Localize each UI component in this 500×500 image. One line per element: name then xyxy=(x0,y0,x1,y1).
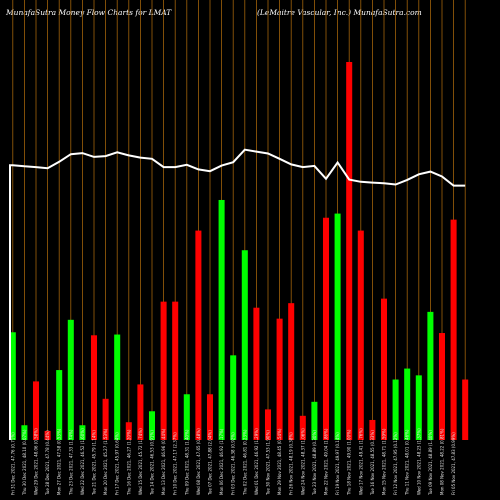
money-flow-bar xyxy=(67,319,74,440)
money-flow-bar xyxy=(114,334,121,440)
money-flow-bar xyxy=(183,394,190,440)
money-flow-bar xyxy=(276,318,283,440)
money-flow-bar xyxy=(32,381,40,440)
money-flow-bar xyxy=(230,355,237,440)
money-flow-bar xyxy=(438,333,446,440)
money-flow-bar xyxy=(160,301,167,440)
x-tick-label: Wed 10 Nov 2021, 48.23 (1.37%) xyxy=(416,428,421,495)
money-flow-bar xyxy=(462,379,469,440)
x-tick-label: Mon 06 Dec 2021, 46.92 (1.17%) xyxy=(219,428,224,495)
x-tick-label: Wed 17 Nov 2021, 49.41 (1.76%) xyxy=(358,428,363,495)
x-tick-label: Fri 17 Dec 2021, 45.97 (0.64%) xyxy=(115,432,120,495)
x-tick-label: Tue 07 Dec 2021, 47.88 (2.04%) xyxy=(208,430,213,496)
money-flow-bar xyxy=(241,250,248,440)
money-flow-bar xyxy=(90,335,98,440)
x-tick-label: Thu 09 Dec 2021, 48.31 (1.40%) xyxy=(184,429,189,496)
x-tick-label: Mon 27 Dec 2021, 47.58 (0.53%) xyxy=(57,428,62,495)
bar-series xyxy=(9,62,469,440)
x-tick-label: Fri 19 Nov 2021, 49.97 (0.14%) xyxy=(335,432,340,495)
x-tick-label: Thu 02 Dec 2021, 46.81 (0.23%) xyxy=(242,429,247,496)
x-tick-label: Thu 16 Dec 2021, 46.27 (1.20%) xyxy=(126,429,131,496)
money-flow-bar xyxy=(195,230,202,440)
money-flow-bar xyxy=(357,230,364,440)
chart-title-right: (LeMaitre Vascular, Inc.) MunafaSutra.co… xyxy=(257,8,422,17)
money-flow-bar xyxy=(334,213,341,440)
grid-lines xyxy=(12,0,466,440)
x-tick-label: Fri 05 Nov 2021, 47.83 (0.99%) xyxy=(451,432,456,495)
money-flow-bar xyxy=(79,425,86,440)
money-flow-bar xyxy=(264,409,272,440)
x-tick-label: Wed 08 Dec 2021, 47.65 (0.48%) xyxy=(196,428,201,495)
x-tick-label: Tue 23 Nov 2021, 48.89 (0.30%) xyxy=(312,430,317,496)
x-tick-label: Wed 24 Nov 2021, 48.37 (1.06%) xyxy=(300,428,305,495)
x-tick-label: Fri 12 Nov 2021, 47.95 (0.12%) xyxy=(393,432,398,495)
x-tick-label: Tue 09 Nov 2021, 48.89 (1.40%) xyxy=(428,430,433,496)
price-line xyxy=(9,148,466,440)
x-axis-labels: Fri 31 Dec 2021, 47.76 (0.71%) Thu 30 Dec… xyxy=(10,428,456,496)
x-tick-label: Tue 21 Dec 2021, 45.79 (1.14%) xyxy=(92,430,97,496)
money-flow-bar xyxy=(380,298,388,440)
money-flow-bar xyxy=(125,422,132,440)
x-tick-label: Tue 28 Dec 2021, 47.78 (0.44%) xyxy=(45,430,50,496)
money-flow-bar xyxy=(369,419,376,440)
x-tick-label: Mon 15 Nov 2021, 48.71 (1.59%) xyxy=(382,428,387,495)
x-tick-label: Thu 30 Dec 2021, 48.10 (0.07%) xyxy=(22,429,27,496)
x-tick-label: Mon 20 Dec 2021, 45.27 (1.53%) xyxy=(103,428,108,495)
x-tick-label: Wed 01 Dec 2021, 46.92 (1.29%) xyxy=(254,428,259,495)
money-flow-bar xyxy=(450,219,457,440)
money-flow-bar xyxy=(9,332,16,440)
x-tick-label: Tue 16 Nov 2021, 48.55 (0.33%) xyxy=(370,430,375,496)
money-flow-bar xyxy=(404,368,411,440)
money-flow-bar xyxy=(102,398,109,440)
money-flow-bar xyxy=(253,307,260,440)
x-tick-label: Mon 29 Nov 2021, 48.45 (0.54%) xyxy=(277,428,282,495)
money-flow-bar xyxy=(148,411,156,440)
x-tick-label: Fri 31 Dec 2021, 47.76 (0.71%) xyxy=(10,432,15,495)
money-flow-bar xyxy=(137,384,144,440)
money-flow-bar xyxy=(299,415,306,440)
money-flow-bar xyxy=(56,370,63,440)
x-tick-label: Wed 29 Dec 2021, 48.06 (0.58%) xyxy=(34,428,39,495)
money-flow-bar xyxy=(44,430,51,440)
x-tick-label: Wed 22 Dec 2021, 46.52 (1.60%) xyxy=(80,428,85,495)
x-tick-label: Fri 10 Dec 2021, 47.17 (2.37%) xyxy=(173,432,178,495)
money-flow-bar xyxy=(311,401,318,440)
money-flow-bar xyxy=(346,62,353,440)
x-tick-label: Fri 26 Nov 2021, 48.19 (0.38%) xyxy=(289,432,294,495)
money-flow-bar xyxy=(415,375,422,440)
money-flow-bar xyxy=(206,394,214,440)
money-flow-bar xyxy=(288,303,295,440)
chart-title-left: MunafaSutra Money Flow Charts for LMAT xyxy=(6,8,172,17)
x-tick-label: Tue 30 Nov 2021, 47.53 (1.90%) xyxy=(266,430,271,496)
x-tick-label: Tue 14 Dec 2021, 46.53 (0.91%) xyxy=(150,430,155,496)
x-tick-label: Wed 15 Dec 2021, 45.72 (1.74%) xyxy=(138,428,143,495)
x-tick-label: Thu 18 Nov 2021, 49.90 (1.00%) xyxy=(347,429,352,496)
x-tick-label: Mon 08 Nov 2021, 48.22 (0.81%) xyxy=(440,428,445,495)
money-flow-bar xyxy=(322,217,330,440)
money-flow-bar xyxy=(392,379,399,440)
x-tick-label: Mon 13 Dec 2021, 46.96 (0.44%) xyxy=(161,428,166,495)
x-tick-label: Fri 03 Dec 2021, 46.38 (0.92%) xyxy=(231,432,236,495)
x-tick-label: Thu 11 Nov 2021, 48.01 (0.46%) xyxy=(405,429,410,496)
money-flow-bar xyxy=(427,311,434,440)
x-tick-label: Mon 22 Nov 2021, 49.04 (1.86%) xyxy=(324,428,329,495)
money-flow-bar xyxy=(172,301,179,440)
money-flow-bar xyxy=(21,425,28,440)
x-tick-label: Thu 23 Dec 2021, 47.33 (1.74%) xyxy=(68,429,73,496)
money-flow-bar xyxy=(218,199,225,440)
